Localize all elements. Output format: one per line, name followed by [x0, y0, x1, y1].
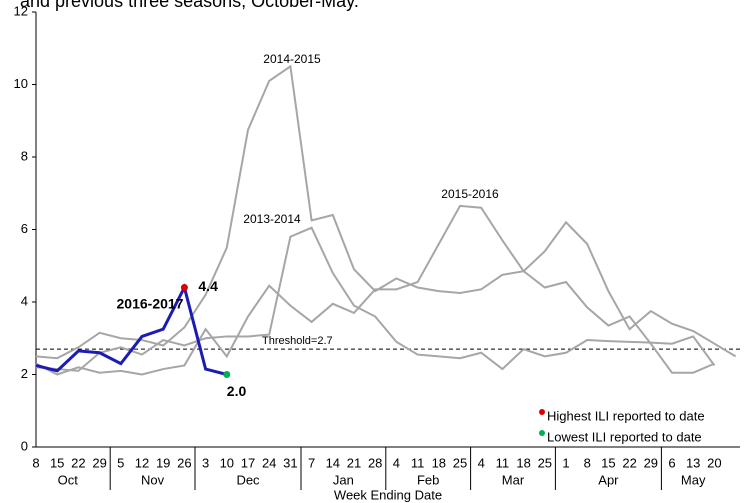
x-tick-label: 11 — [496, 455, 510, 470]
month-label: Nov — [141, 472, 165, 487]
legend-marker — [539, 430, 545, 436]
month-label: Mar — [502, 472, 525, 487]
y-tick-label: 0 — [21, 438, 28, 453]
x-tick-label: 28 — [368, 455, 382, 470]
series-label: 2013-2014 — [243, 212, 301, 226]
x-tick-label: 15 — [50, 455, 64, 470]
x-tick-label: 15 — [601, 455, 615, 470]
month-label: Oct — [58, 472, 79, 487]
series-label: 2015-2016 — [441, 187, 499, 201]
x-tick-label: 8 — [584, 455, 591, 470]
x-tick-label: 7 — [308, 455, 315, 470]
x-tick-label: 5 — [117, 455, 124, 470]
x-tick-label: 29 — [644, 455, 658, 470]
x-tick-label: 25 — [453, 455, 467, 470]
x-tick-label: 11 — [411, 455, 425, 470]
chart-title: and previous three seasons, October-May. — [20, 0, 359, 11]
legend-marker — [539, 409, 545, 415]
series-label: 2016-2017 — [117, 296, 184, 312]
x-tick-label: 8 — [32, 455, 39, 470]
x-tick-label: 22 — [71, 455, 85, 470]
y-tick-label: 12 — [14, 3, 28, 18]
x-tick-label: 6 — [668, 455, 675, 470]
y-tick-label: 6 — [21, 221, 28, 236]
month-label: Feb — [417, 472, 439, 487]
value-label: 4.4 — [198, 278, 218, 294]
y-tick-label: 2 — [21, 366, 28, 381]
series-label: 2014-2015 — [263, 52, 321, 66]
x-tick-label: 24 — [262, 455, 276, 470]
x-tick-label: 18 — [432, 455, 446, 470]
series-line — [35, 64, 737, 360]
series-line — [35, 204, 715, 376]
series-line — [35, 226, 716, 372]
x-tick-label: 26 — [177, 455, 191, 470]
x-tick-label: 4 — [478, 455, 485, 470]
x-axis-label: Week Ending Date — [334, 487, 442, 502]
extreme-marker — [180, 284, 188, 291]
y-tick-label: 8 — [21, 148, 28, 163]
month-label: Dec — [236, 472, 260, 487]
x-tick-label: 21 — [347, 455, 361, 470]
x-tick-label: 3 — [202, 455, 209, 470]
x-tick-label: 4 — [393, 455, 400, 470]
month-label: Apr — [598, 472, 619, 487]
x-tick-label: 17 — [241, 455, 255, 470]
month-label: Jan — [333, 472, 354, 487]
threshold-label: Threshold=2.7 — [262, 335, 333, 347]
x-tick-label: 1 — [562, 455, 569, 470]
value-label: 2.0 — [227, 383, 247, 399]
y-tick-label: 4 — [21, 293, 28, 308]
y-tick-label: 10 — [14, 76, 28, 91]
x-tick-label: 10 — [220, 455, 234, 470]
extreme-marker — [223, 371, 231, 378]
x-tick-label: 18 — [516, 455, 530, 470]
legend-label: Lowest ILI reported to date — [547, 429, 702, 444]
x-tick-label: 25 — [538, 455, 552, 470]
series-line — [35, 283, 228, 376]
x-tick-label: 14 — [326, 455, 340, 470]
month-label: May — [681, 472, 706, 487]
x-tick-label: 19 — [156, 455, 170, 470]
x-tick-label: 22 — [622, 455, 636, 470]
x-tick-label: 20 — [707, 455, 721, 470]
x-tick-label: 29 — [92, 455, 106, 470]
x-tick-label: 31 — [283, 455, 297, 470]
x-tick-label: 13 — [686, 455, 700, 470]
x-tick-label: 12 — [135, 455, 149, 470]
legend-label: Highest ILI reported to date — [547, 408, 705, 423]
